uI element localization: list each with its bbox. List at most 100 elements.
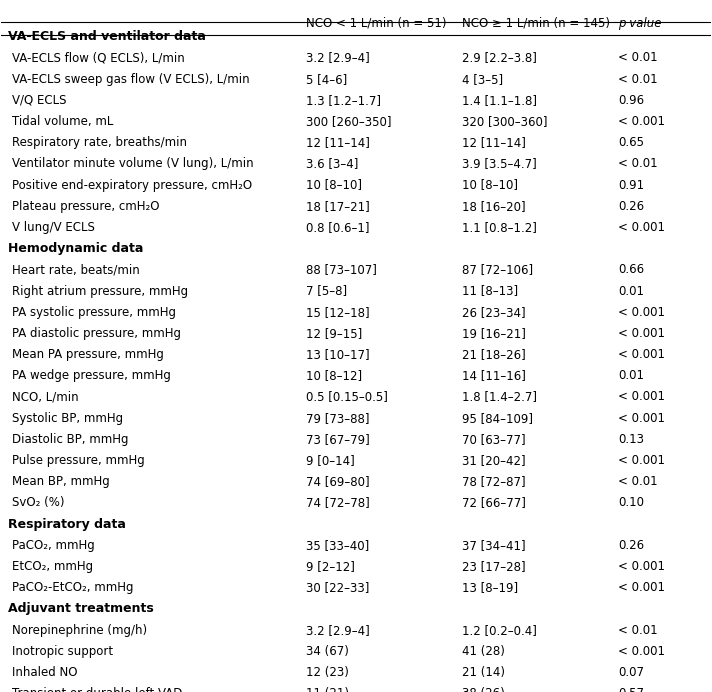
Text: Heart rate, beats/min: Heart rate, beats/min: [12, 264, 140, 276]
Text: 0.10: 0.10: [619, 496, 644, 509]
Text: < 0.01: < 0.01: [619, 475, 658, 489]
Text: Respiratory data: Respiratory data: [9, 518, 126, 531]
Text: 38 (26): 38 (26): [462, 687, 505, 692]
Text: 21 [18–26]: 21 [18–26]: [462, 348, 526, 361]
Text: VA-ECLS sweep gas flow (V ECLS), L/min: VA-ECLS sweep gas flow (V ECLS), L/min: [12, 73, 250, 86]
Text: 3.6 [3–4]: 3.6 [3–4]: [306, 157, 359, 170]
Text: Diastolic BP, mmHg: Diastolic BP, mmHg: [12, 433, 129, 446]
Text: 0.01: 0.01: [619, 284, 644, 298]
Text: 3.2 [2.9–4]: 3.2 [2.9–4]: [306, 623, 370, 637]
Text: 31 [20–42]: 31 [20–42]: [462, 454, 526, 467]
Text: 0.26: 0.26: [619, 200, 644, 212]
Text: 23 [17–28]: 23 [17–28]: [462, 560, 526, 573]
Text: 5 [4–6]: 5 [4–6]: [306, 73, 347, 86]
Text: < 0.01: < 0.01: [619, 157, 658, 170]
Text: 11 (21): 11 (21): [306, 687, 350, 692]
Text: 300 [260–350]: 300 [260–350]: [306, 115, 392, 128]
Text: Ventilator minute volume (V lung), L/min: Ventilator minute volume (V lung), L/min: [12, 157, 253, 170]
Text: 78 [72–87]: 78 [72–87]: [462, 475, 526, 489]
Text: 0.01: 0.01: [619, 370, 644, 382]
Text: 1.2 [0.2–0.4]: 1.2 [0.2–0.4]: [462, 623, 538, 637]
Text: 18 [17–21]: 18 [17–21]: [306, 200, 370, 212]
Text: 10 [8–10]: 10 [8–10]: [462, 179, 518, 192]
Text: PA diastolic pressure, mmHg: PA diastolic pressure, mmHg: [12, 327, 181, 340]
Text: Pulse pressure, mmHg: Pulse pressure, mmHg: [12, 454, 145, 467]
Text: Inhaled NO: Inhaled NO: [12, 666, 78, 679]
Text: 37 [34–41]: 37 [34–41]: [462, 539, 526, 552]
Text: 88 [73–107]: 88 [73–107]: [306, 264, 377, 276]
Text: 79 [73–88]: 79 [73–88]: [306, 412, 370, 425]
Text: 30 [22–33]: 30 [22–33]: [306, 581, 370, 594]
Text: Plateau pressure, cmH₂O: Plateau pressure, cmH₂O: [12, 200, 159, 212]
Text: 14 [11–16]: 14 [11–16]: [462, 370, 526, 382]
Text: NCO < 1 L/min (n = 51): NCO < 1 L/min (n = 51): [306, 17, 447, 30]
Text: 26 [23–34]: 26 [23–34]: [462, 306, 526, 319]
Text: 1.3 [1.2–1.7]: 1.3 [1.2–1.7]: [306, 93, 382, 107]
Text: < 0.01: < 0.01: [619, 73, 658, 86]
Text: 3.2 [2.9–4]: 3.2 [2.9–4]: [306, 51, 370, 64]
Text: 13 [8–19]: 13 [8–19]: [462, 581, 518, 594]
Text: NCO, L/min: NCO, L/min: [12, 390, 78, 403]
Text: VA-ECLS and ventilator data: VA-ECLS and ventilator data: [9, 30, 206, 43]
Text: Mean PA pressure, mmHg: Mean PA pressure, mmHg: [12, 348, 164, 361]
Text: 0.65: 0.65: [619, 136, 644, 149]
Text: 21 (14): 21 (14): [462, 666, 506, 679]
Text: 3.9 [3.5–4.7]: 3.9 [3.5–4.7]: [462, 157, 537, 170]
Text: EtCO₂, mmHg: EtCO₂, mmHg: [12, 560, 93, 573]
Text: 19 [16–21]: 19 [16–21]: [462, 327, 526, 340]
Text: 2.9 [2.2–3.8]: 2.9 [2.2–3.8]: [462, 51, 538, 64]
Text: 0.5 [0.15–0.5]: 0.5 [0.15–0.5]: [306, 390, 388, 403]
Text: 12 (23): 12 (23): [306, 666, 349, 679]
Text: 12 [9–15]: 12 [9–15]: [306, 327, 362, 340]
Text: 0.8 [0.6–1]: 0.8 [0.6–1]: [306, 221, 370, 234]
Text: 10 [8–10]: 10 [8–10]: [306, 179, 362, 192]
Text: PaCO₂, mmHg: PaCO₂, mmHg: [12, 539, 95, 552]
Text: Inotropic support: Inotropic support: [12, 645, 113, 658]
Text: < 0.001: < 0.001: [619, 327, 666, 340]
Text: 0.13: 0.13: [619, 433, 644, 446]
Text: Respiratory rate, breaths/min: Respiratory rate, breaths/min: [12, 136, 187, 149]
Text: V/Q ECLS: V/Q ECLS: [12, 93, 66, 107]
Text: Norepinephrine (mg/h): Norepinephrine (mg/h): [12, 623, 147, 637]
Text: Adjuvant treatments: Adjuvant treatments: [9, 603, 155, 615]
Text: < 0.001: < 0.001: [619, 454, 666, 467]
Text: Right atrium pressure, mmHg: Right atrium pressure, mmHg: [12, 284, 188, 298]
Text: 15 [12–18]: 15 [12–18]: [306, 306, 370, 319]
Text: < 0.001: < 0.001: [619, 221, 666, 234]
Text: Transient or durable left VAD: Transient or durable left VAD: [12, 687, 182, 692]
Text: SvO₂ (%): SvO₂ (%): [12, 496, 65, 509]
Text: 0.07: 0.07: [619, 666, 644, 679]
Text: < 0.01: < 0.01: [619, 51, 658, 64]
Text: V lung/V ECLS: V lung/V ECLS: [12, 221, 95, 234]
Text: < 0.001: < 0.001: [619, 306, 666, 319]
Text: 72 [66–77]: 72 [66–77]: [462, 496, 526, 509]
Text: 1.1 [0.8–1.2]: 1.1 [0.8–1.2]: [462, 221, 538, 234]
Text: 74 [69–80]: 74 [69–80]: [306, 475, 370, 489]
Text: 10 [8–12]: 10 [8–12]: [306, 370, 362, 382]
Text: 12 [11–14]: 12 [11–14]: [306, 136, 370, 149]
Text: p value: p value: [619, 17, 662, 30]
Text: 0.96: 0.96: [619, 93, 644, 107]
Text: 11 [8–13]: 11 [8–13]: [462, 284, 518, 298]
Text: < 0.001: < 0.001: [619, 645, 666, 658]
Text: Tidal volume, mL: Tidal volume, mL: [12, 115, 113, 128]
Text: PA systolic pressure, mmHg: PA systolic pressure, mmHg: [12, 306, 176, 319]
Text: PaCO₂-EtCO₂, mmHg: PaCO₂-EtCO₂, mmHg: [12, 581, 134, 594]
Text: 7 [5–8]: 7 [5–8]: [306, 284, 347, 298]
Text: 0.66: 0.66: [619, 264, 644, 276]
Text: PA wedge pressure, mmHg: PA wedge pressure, mmHg: [12, 370, 171, 382]
Text: 18 [16–20]: 18 [16–20]: [462, 200, 526, 212]
Text: 0.26: 0.26: [619, 539, 644, 552]
Text: 70 [63–77]: 70 [63–77]: [462, 433, 526, 446]
Text: NCO ≥ 1 L/min (n = 145): NCO ≥ 1 L/min (n = 145): [462, 17, 610, 30]
Text: < 0.001: < 0.001: [619, 581, 666, 594]
Text: Positive end-expiratory pressure, cmH₂O: Positive end-expiratory pressure, cmH₂O: [12, 179, 252, 192]
Text: 12 [11–14]: 12 [11–14]: [462, 136, 526, 149]
Text: 0.57: 0.57: [619, 687, 644, 692]
Text: < 0.01: < 0.01: [619, 623, 658, 637]
Text: 95 [84–109]: 95 [84–109]: [462, 412, 533, 425]
Text: < 0.001: < 0.001: [619, 390, 666, 403]
Text: 13 [10–17]: 13 [10–17]: [306, 348, 370, 361]
Text: < 0.001: < 0.001: [619, 115, 666, 128]
Text: Systolic BP, mmHg: Systolic BP, mmHg: [12, 412, 123, 425]
